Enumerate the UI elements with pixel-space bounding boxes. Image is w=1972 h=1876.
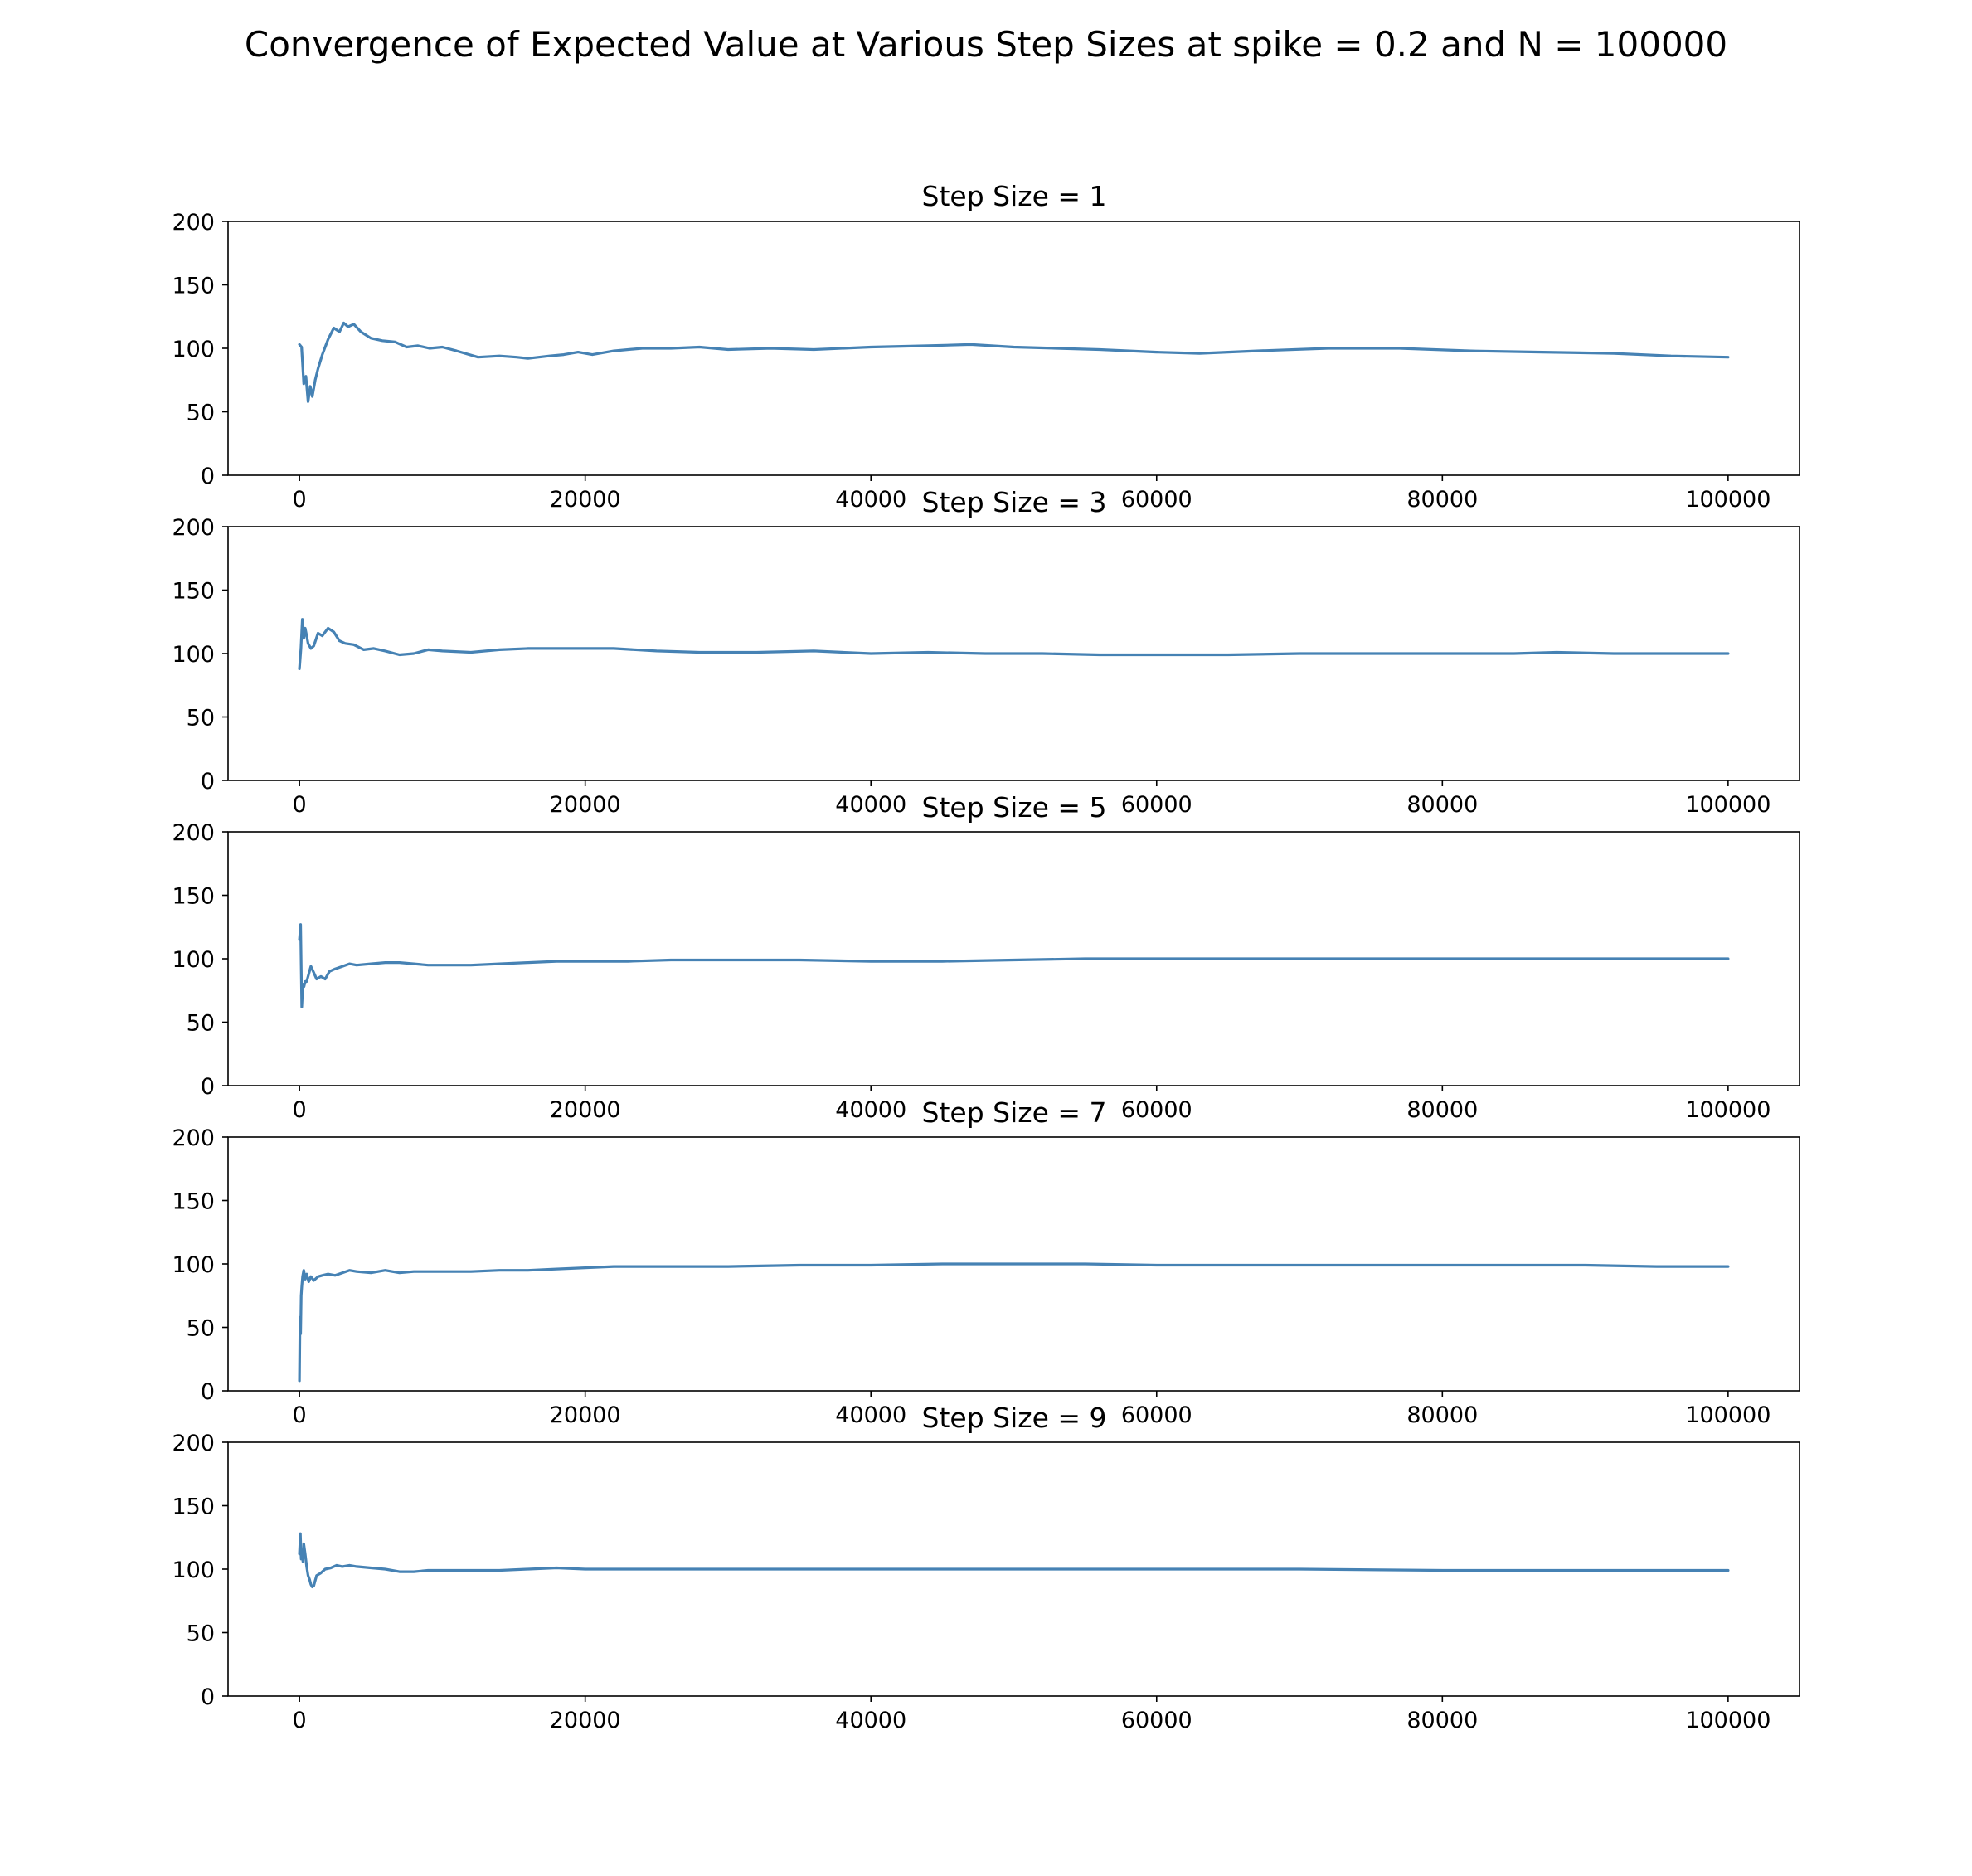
x-tick-label: 60000 xyxy=(1121,487,1192,513)
x-tick-label: 40000 xyxy=(835,487,906,513)
y-tick-label: 150 xyxy=(172,579,215,605)
figure-title: Convergence of Expected Value at Various… xyxy=(245,24,1727,65)
x-tick-label: 80000 xyxy=(1406,1708,1478,1733)
y-tick-label: 50 xyxy=(187,1011,215,1037)
subplot-2: 0 20000 40000 60000 80000 100000 0 50 100 150 200 S… xyxy=(172,486,1800,818)
x-tick-label: 40000 xyxy=(835,792,906,818)
x-tick-label: 0 xyxy=(293,792,307,818)
subplot-title: Step Size = 1 xyxy=(922,180,1107,212)
y-tick-label: 150 xyxy=(172,1494,215,1520)
x-tick-label: 60000 xyxy=(1121,1402,1192,1428)
y-tick-label: 200 xyxy=(172,515,215,541)
y-tick-label: 200 xyxy=(172,1431,215,1456)
y-tick-label: 50 xyxy=(187,1621,215,1647)
y-tick-label: 100 xyxy=(172,947,215,973)
x-tick-label: 100000 xyxy=(1685,1097,1770,1123)
x-tick-label: 40000 xyxy=(835,1708,906,1733)
subplot-title: Step Size = 9 xyxy=(922,1402,1107,1434)
x-tick-label: 100000 xyxy=(1685,792,1770,818)
subplot-title: Step Size = 5 xyxy=(922,791,1107,824)
y-tick-label: 200 xyxy=(172,1125,215,1151)
subplot-5: 0 20000 40000 60000 80000 100000 0 50 100 150 200 S… xyxy=(172,1402,1800,1733)
y-tick-label: 100 xyxy=(172,1558,215,1583)
x-tick-label: 20000 xyxy=(550,1708,621,1733)
x-tick-label: 60000 xyxy=(1121,792,1192,818)
y-tick-label: 0 xyxy=(201,769,215,795)
y-tick-label: 50 xyxy=(187,401,215,426)
y-tick-label: 0 xyxy=(201,1379,215,1405)
x-tick-label: 20000 xyxy=(550,1402,621,1428)
x-tick-label: 60000 xyxy=(1121,1708,1192,1733)
x-tick-label: 80000 xyxy=(1406,1402,1478,1428)
x-tick-label: 20000 xyxy=(550,792,621,818)
y-tick-label: 200 xyxy=(172,210,215,236)
x-tick-label: 60000 xyxy=(1121,1097,1192,1123)
x-tick-label: 0 xyxy=(293,1402,307,1428)
y-tick-label: 0 xyxy=(201,1684,215,1710)
y-tick-label: 100 xyxy=(172,1252,215,1278)
y-tick-label: 0 xyxy=(201,1074,215,1100)
y-tick-label: 150 xyxy=(172,1189,215,1215)
x-tick-label: 100000 xyxy=(1685,1708,1770,1733)
x-tick-label: 0 xyxy=(293,1708,307,1733)
subplot-title: Step Size = 3 xyxy=(922,486,1107,518)
series-line xyxy=(298,1262,1730,1383)
subplot-title: Step Size = 7 xyxy=(922,1096,1107,1129)
series-line xyxy=(298,321,1730,403)
x-tick-label: 0 xyxy=(293,487,307,513)
subplot-3: 0 20000 40000 60000 80000 100000 0 50 100 150 200 S… xyxy=(172,791,1800,1123)
x-tick-label: 20000 xyxy=(550,1097,621,1123)
y-tick-label: 100 xyxy=(172,337,215,362)
y-tick-label: 150 xyxy=(172,884,215,910)
y-tick-label: 150 xyxy=(172,274,215,299)
y-tick-label: 200 xyxy=(172,820,215,846)
x-tick-label: 40000 xyxy=(835,1402,906,1428)
series-line xyxy=(298,1532,1730,1588)
series-line xyxy=(298,618,1730,670)
x-tick-label: 80000 xyxy=(1406,792,1478,818)
x-tick-label: 80000 xyxy=(1406,1097,1478,1123)
series-line xyxy=(298,923,1730,1008)
x-tick-label: 20000 xyxy=(550,487,621,513)
y-tick-label: 50 xyxy=(187,706,215,731)
x-tick-label: 40000 xyxy=(835,1097,906,1123)
y-tick-label: 50 xyxy=(187,1316,215,1342)
x-tick-label: 0 xyxy=(293,1097,307,1123)
subplot-4: 0 20000 40000 60000 80000 100000 0 50 100 150 200 S… xyxy=(172,1096,1800,1428)
x-tick-label: 80000 xyxy=(1406,487,1478,513)
x-tick-label: 100000 xyxy=(1685,487,1770,513)
x-tick-label: 100000 xyxy=(1685,1402,1770,1428)
y-tick-label: 100 xyxy=(172,642,215,668)
y-tick-label: 0 xyxy=(201,464,215,489)
subplot-1: 0 20000 40000 60000 80000 100000 0 50 100 150 200 S… xyxy=(172,180,1800,513)
